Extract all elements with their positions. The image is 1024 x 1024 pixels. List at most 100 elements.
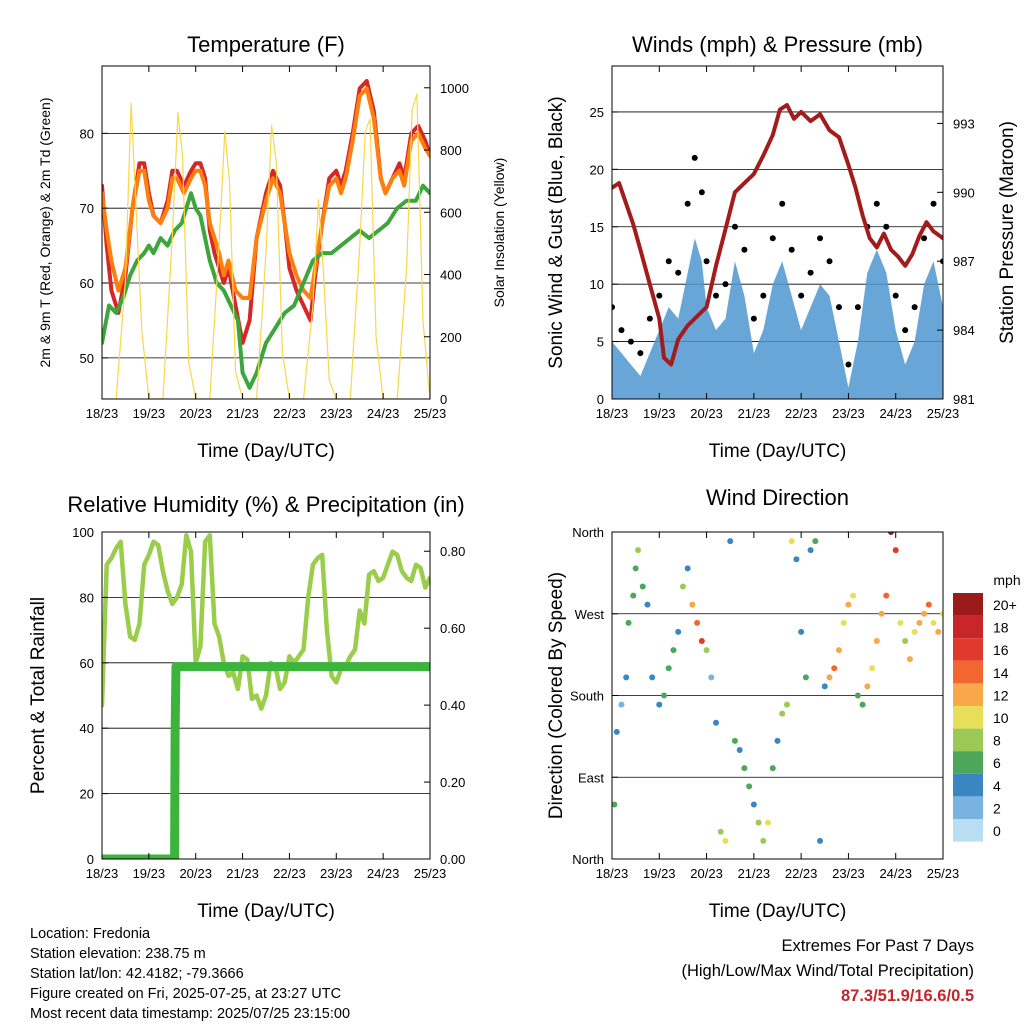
legend-label: 2 [993,800,1001,816]
data-point [675,628,682,635]
data-point [854,692,861,699]
data-point [897,619,904,626]
x-tick-label: 19/23 [133,406,166,421]
data-point [722,281,729,288]
x-tick-label: 20/23 [690,866,723,881]
data-point [807,269,814,276]
legend-label: 6 [993,755,1001,771]
data-point [892,547,899,554]
data-point [788,246,795,253]
x-tick-label: 18/23 [86,866,119,881]
x-tick-label: 22/23 [785,406,818,421]
legend-label: 12 [993,687,1009,703]
y2-axis-label: Station Pressure (Maroon) [997,121,1018,344]
plot-frame [101,531,431,860]
x-tick-label: 21/23 [226,406,259,421]
legend-label: 4 [993,778,1001,794]
plot-frame [101,65,431,400]
legend-label: 16 [993,642,1009,658]
data-point [793,556,800,563]
y-tick-label: 15 [590,220,604,235]
data-point [821,683,828,690]
y-axis-label: Direction (Colored By Speed) [546,572,567,819]
series-line-4 [102,93,430,399]
y2-tick-label: 993 [953,116,975,131]
data-point [618,701,625,708]
data-point [656,701,663,708]
data-point [708,674,715,681]
data-point [665,665,672,672]
chart-title: Relative Humidity (%) & Precipitation (i… [67,492,464,517]
y-axis-label: Percent & Total Rainfall [28,597,49,794]
y2-tick-label: 1000 [440,81,469,96]
data-point [921,610,928,617]
data-point [826,674,833,681]
x-tick-label: 19/23 [133,866,166,881]
y2-tick-label: 400 [440,268,462,283]
data-point [921,235,928,242]
y-tick-label: 20 [80,787,94,802]
chart-title: Winds (mph) & Pressure (mb) [632,32,923,57]
legend-label: 0 [993,823,1001,839]
extremes-values: 87.3/51.9/16.6/0.5 [840,987,974,1005]
station-elevation: Station elevation: 238.75 m [30,946,206,962]
y2-tick-label: 0.00 [440,852,465,867]
x-tick-label: 21/23 [738,406,771,421]
legend-label: 14 [993,665,1009,681]
data-point [935,628,942,635]
y-tick-label: South [570,689,604,704]
data-point [717,828,724,835]
y-tick-label: West [575,607,605,622]
legend-swatch [953,819,983,842]
y2-tick-label: 0.60 [440,621,465,636]
speed-legend: mph 20+ 18 16 14 12 10 8 6 4 2 0 [953,572,1021,842]
data-point [798,628,805,635]
x-tick-label: 24/23 [879,866,912,881]
data-point [765,819,772,826]
data-point [869,665,876,672]
data-point [623,674,630,681]
chart-panel-2: 18/23 19/23 20/23 21/23 22/23 23/23 24/23 25/23… [546,32,1018,462]
y-tick-label: 40 [80,721,94,736]
x-tick-label: 19/23 [643,866,676,881]
legend-label: 20+ [993,597,1017,613]
data-point [691,154,698,161]
x-tick-label: 23/23 [320,866,353,881]
y-tick-label: 80 [80,590,94,605]
series-line-2 [102,86,430,300]
data-point [727,538,734,545]
data-point [940,610,943,617]
x-tick-label: 18/23 [596,406,629,421]
data-point [644,601,651,608]
y2-tick-label: 800 [440,143,462,158]
y-axis-label: 2m & 9m T (Red, Orange) & 2m Td (Green) [37,98,53,368]
data-point [635,547,642,554]
x-tick-label: 24/23 [367,866,400,881]
series-band-1 [612,238,943,399]
series-line-1 [102,533,430,711]
data-point [902,327,909,334]
data-point [779,710,786,717]
y-tick-label: East [578,770,604,785]
legend-label: 8 [993,733,1001,749]
data-point [859,701,866,708]
y-tick-label: 50 [80,351,94,366]
data-point [864,683,871,690]
data-point [840,619,847,626]
extremes-title: Extremes For Past 7 Days [781,937,974,955]
data-point [750,801,757,808]
y-tick-label: 5 [597,335,604,350]
y-tick-label: 0 [87,852,94,867]
extremes-subtitle: (High/Low/Max Wind/Total Precipitation) [681,962,974,980]
y-tick-label: North [572,525,604,540]
y-tick-label: 80 [80,126,94,141]
y2-tick-label: 600 [440,205,462,220]
legend-swatch [953,638,983,661]
data-point [760,292,767,299]
data-point [612,801,618,808]
data-point [618,327,625,334]
data-point [873,638,880,644]
data-point [679,583,686,590]
data-point [911,304,918,311]
data-point [694,619,701,626]
